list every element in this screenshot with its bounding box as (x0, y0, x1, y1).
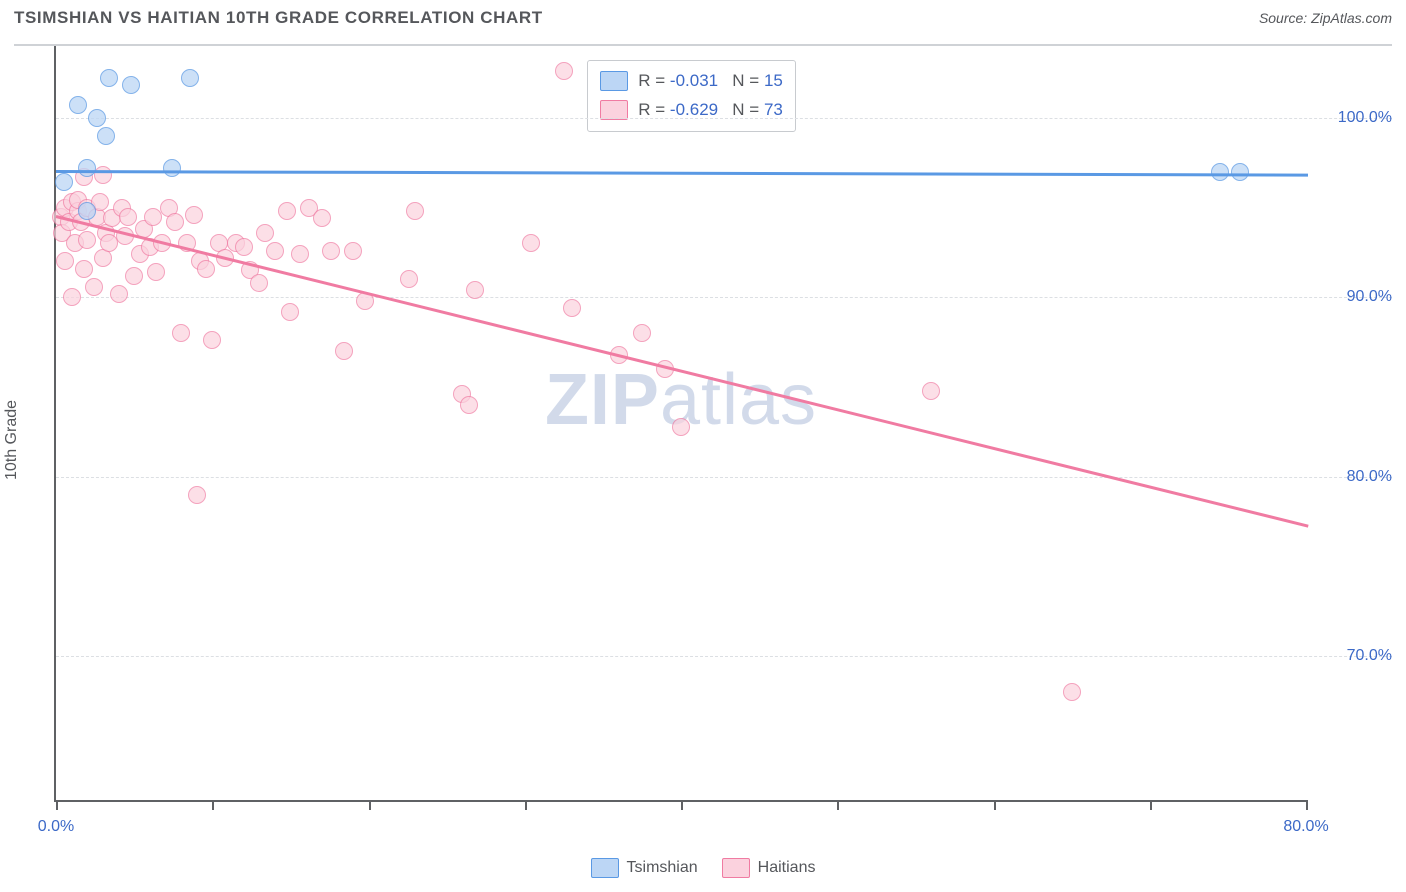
legend-item: Tsimshian (591, 858, 698, 878)
scatter-point (322, 242, 340, 260)
scatter-point (335, 342, 353, 360)
scatter-point (88, 109, 106, 127)
plot-area: ZIPatlas R = -0.031 N = 15R = -0.629 N =… (54, 46, 1306, 802)
scatter-point (291, 245, 309, 263)
scatter-point (1063, 683, 1081, 701)
scatter-point (672, 418, 690, 436)
scatter-point (235, 238, 253, 256)
scatter-point (172, 324, 190, 342)
gridline (56, 297, 1392, 298)
scatter-point (110, 285, 128, 303)
scatter-point (122, 76, 140, 94)
scatter-point (97, 127, 115, 145)
scatter-point (56, 252, 74, 270)
legend-label: Tsimshian (627, 859, 698, 877)
scatter-point (85, 278, 103, 296)
scatter-point (185, 206, 203, 224)
scatter-point (555, 62, 573, 80)
scatter-point (203, 331, 221, 349)
scatter-point (78, 231, 96, 249)
scatter-point (75, 260, 93, 278)
legend-swatch (722, 858, 750, 878)
scatter-point (633, 324, 651, 342)
x-tick-label: 80.0% (1283, 818, 1328, 836)
chart-container: 10th Grade ZIPatlas R = -0.031 N = 15R =… (14, 44, 1392, 834)
y-axis-label: 10th Grade (3, 400, 21, 480)
scatter-point (69, 96, 87, 114)
legend-swatch (591, 858, 619, 878)
gridline (56, 118, 1392, 119)
x-tick (681, 800, 683, 810)
series-legend: Tsimshian Haitians (0, 858, 1406, 878)
scatter-point (94, 166, 112, 184)
x-tick (369, 800, 371, 810)
x-tick (994, 800, 996, 810)
legend-swatch (600, 71, 628, 91)
scatter-point (78, 159, 96, 177)
scatter-point (119, 208, 137, 226)
source-attribution: Source: ZipAtlas.com (1259, 10, 1392, 26)
scatter-point (281, 303, 299, 321)
legend-stats: R = -0.031 N = 15 (638, 67, 783, 96)
scatter-point (922, 382, 940, 400)
legend-row: R = -0.629 N = 73 (600, 96, 783, 125)
x-tick (1306, 800, 1308, 810)
trend-line (56, 170, 1308, 176)
chart-title: TSIMSHIAN VS HAITIAN 10TH GRADE CORRELAT… (14, 8, 543, 28)
x-tick (1150, 800, 1152, 810)
scatter-point (256, 224, 274, 242)
gridline (56, 656, 1392, 657)
scatter-point (313, 209, 331, 227)
scatter-point (147, 263, 165, 281)
scatter-point (63, 288, 81, 306)
gridline (56, 477, 1392, 478)
y-tick-label: 80.0% (1316, 468, 1392, 486)
scatter-point (1231, 163, 1249, 181)
legend-stats: R = -0.629 N = 73 (638, 96, 783, 125)
scatter-point (166, 213, 184, 231)
x-tick (212, 800, 214, 810)
scatter-point (78, 202, 96, 220)
scatter-point (522, 234, 540, 252)
y-tick-label: 70.0% (1316, 647, 1392, 665)
legend-item: Haitians (722, 858, 816, 878)
scatter-point (266, 242, 284, 260)
scatter-point (1211, 163, 1229, 181)
scatter-point (100, 69, 118, 87)
scatter-point (278, 202, 296, 220)
x-tick-label: 0.0% (38, 818, 74, 836)
legend-label: Haitians (758, 859, 816, 877)
scatter-point (466, 281, 484, 299)
scatter-point (55, 173, 73, 191)
scatter-point (125, 267, 143, 285)
x-tick (56, 800, 58, 810)
trend-line (56, 215, 1309, 527)
stats-legend: R = -0.031 N = 15R = -0.629 N = 73 (587, 60, 796, 132)
scatter-point (460, 396, 478, 414)
y-tick-label: 90.0% (1316, 288, 1392, 306)
scatter-point (400, 270, 418, 288)
legend-row: R = -0.031 N = 15 (600, 67, 783, 96)
scatter-point (250, 274, 268, 292)
x-tick (525, 800, 527, 810)
scatter-point (563, 299, 581, 317)
x-tick (837, 800, 839, 810)
scatter-point (197, 260, 215, 278)
y-tick-label: 100.0% (1316, 109, 1392, 127)
scatter-point (188, 486, 206, 504)
scatter-point (163, 159, 181, 177)
scatter-point (406, 202, 424, 220)
scatter-point (344, 242, 362, 260)
scatter-point (181, 69, 199, 87)
